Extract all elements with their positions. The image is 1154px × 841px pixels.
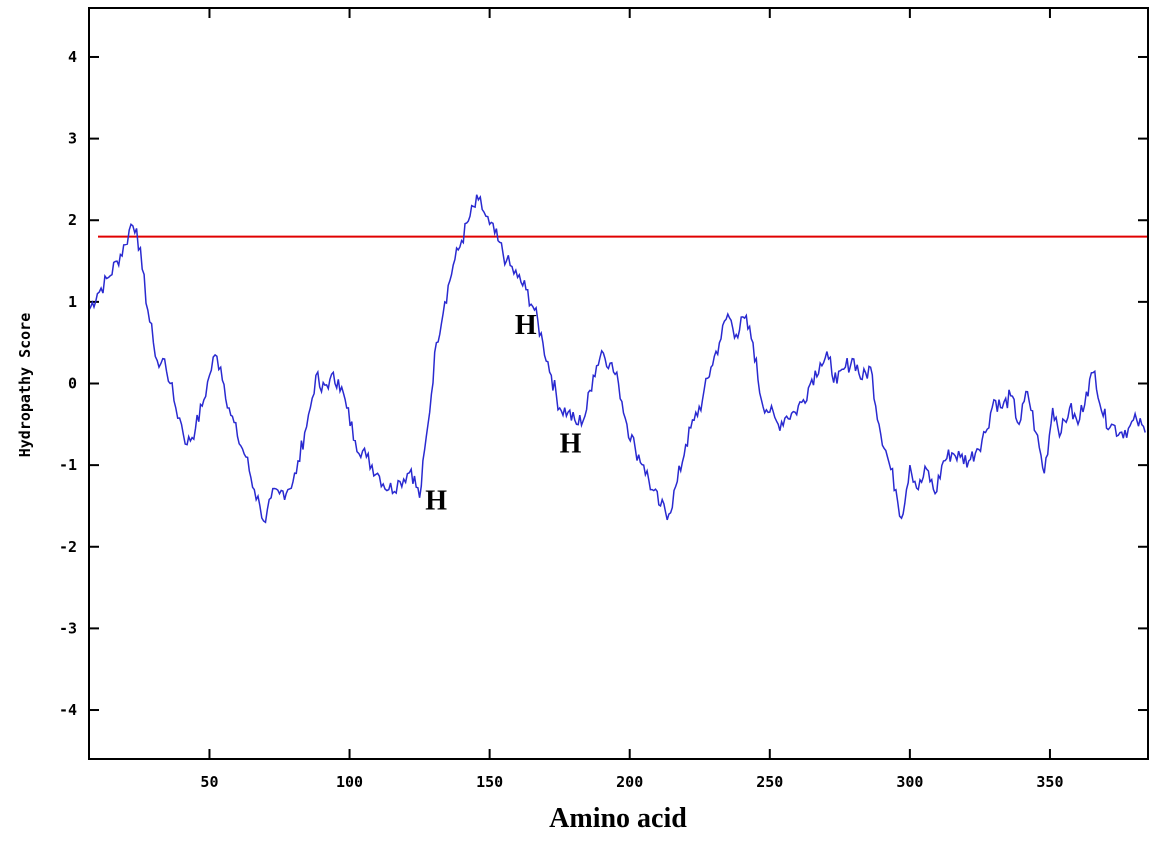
annotation-label: H — [515, 310, 537, 341]
y-tick-label: -3 — [59, 619, 77, 637]
y-tick-labels: -4 -3 -2 -1 0 1 2 3 4 — [59, 48, 77, 719]
y-tick-label: 1 — [68, 293, 77, 311]
y-tick-label: -2 — [59, 538, 77, 556]
annotations: H H H — [425, 310, 581, 517]
y-tick-label: 3 — [68, 130, 77, 148]
x-tick-label: 300 — [896, 773, 923, 791]
x-tick-label: 350 — [1036, 773, 1063, 791]
y-tick-label: 2 — [68, 211, 77, 229]
x-tick-label: 100 — [336, 773, 363, 791]
x-tick-label: 50 — [200, 773, 218, 791]
x-tick-label: 250 — [756, 773, 783, 791]
x-tick-label: 150 — [476, 773, 503, 791]
y-tick-label: 4 — [68, 48, 77, 66]
y-axis-label: Hydropathy Score — [16, 313, 34, 458]
plot-frame — [88, 7, 1149, 760]
y-tick-label: 0 — [68, 375, 77, 393]
y-tick-label: -4 — [59, 701, 77, 719]
x-axis-label: Amino acid — [549, 803, 687, 834]
x-tick-labels: 50 100 150 200 250 300 350 — [200, 773, 1063, 791]
annotation-label: H — [425, 486, 447, 517]
hydropathy-series-line — [88, 194, 1146, 524]
x-tick-label: 200 — [616, 773, 643, 791]
tick-marks — [89, 8, 1148, 759]
y-tick-label: -1 — [59, 456, 77, 474]
annotation-label: H — [560, 428, 582, 459]
